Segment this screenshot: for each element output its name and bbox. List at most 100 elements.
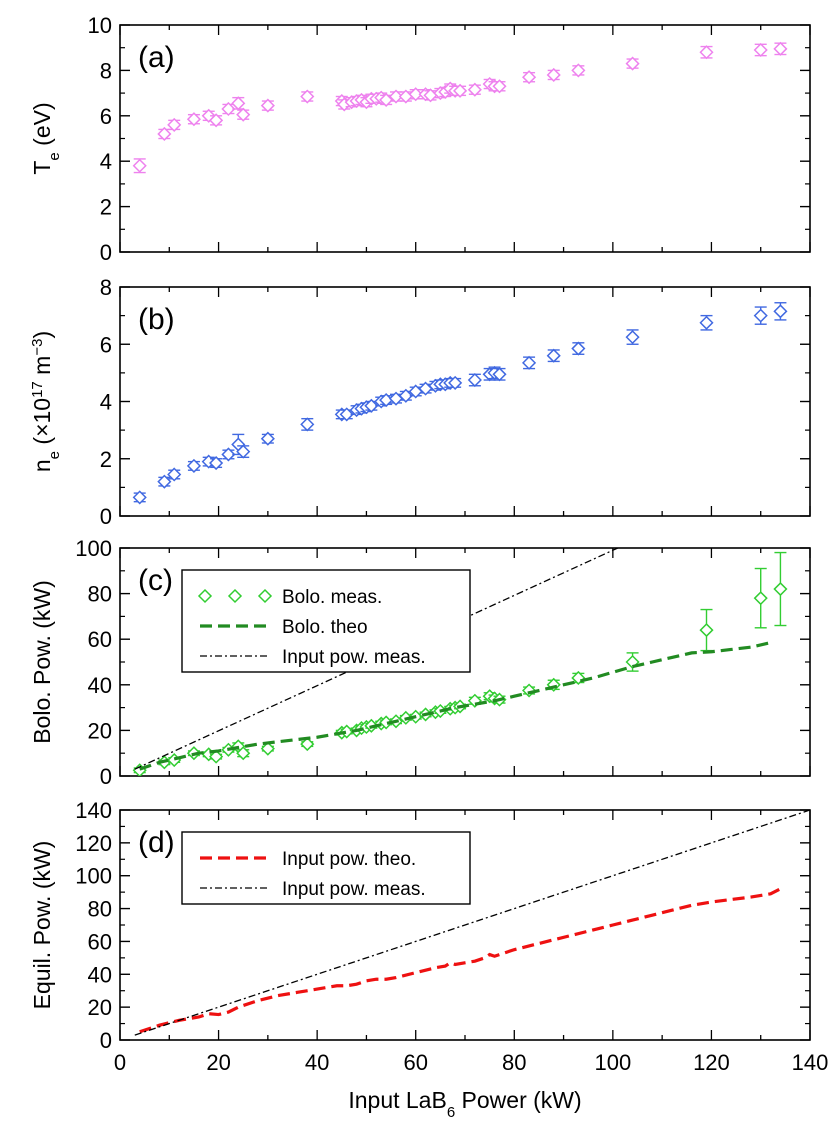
data-point: [260, 741, 275, 756]
diamond-marker: [388, 89, 404, 104]
data-point: [379, 92, 394, 107]
y-tick-label: 20: [88, 718, 112, 743]
plot-area: [134, 810, 810, 1036]
diamond-marker: [699, 315, 714, 330]
data-point: [231, 96, 246, 111]
panel-label: (c): [138, 564, 173, 597]
y-tick-label: 4: [100, 390, 112, 415]
plot-area: [132, 302, 788, 505]
data-point: [398, 89, 413, 104]
data-point: [260, 98, 275, 113]
x-tick-label: 120: [693, 1050, 730, 1075]
data-point: [753, 42, 768, 58]
plot-area: [132, 548, 788, 776]
panel-label: (d): [138, 826, 175, 859]
y-tick-label: 2: [100, 195, 112, 220]
y-tick-label: 0: [100, 504, 112, 529]
data-point: [753, 306, 768, 325]
diamond-marker: [467, 82, 482, 97]
legend-label: Bolo. meas.: [282, 587, 382, 608]
panel-b: 0 2 4 6 8 (b) ne (×1017 m−3): [29, 275, 811, 529]
legend-marker: [227, 588, 243, 604]
diamond-marker: [699, 45, 714, 60]
data-point: [186, 458, 201, 473]
data-point: [522, 355, 537, 370]
diamond-marker: [364, 398, 379, 413]
data-point: [522, 70, 537, 85]
diamond-marker: [753, 308, 768, 323]
panel-a: 0 2 4 6 8 10 (a) Te (eV): [29, 13, 811, 265]
data-point: [773, 551, 788, 627]
legend: Bolo. meas. Bolo. theo Input pow. meas.: [181, 569, 471, 673]
dashed-series-line: [139, 887, 782, 1034]
diamond-marker: [157, 474, 172, 489]
diamond-marker: [448, 375, 463, 390]
data-point: [260, 431, 275, 446]
diamond-marker: [209, 749, 224, 764]
x-tick-label: 80: [502, 1050, 526, 1075]
y-tick-label: 100: [75, 536, 112, 561]
legend-marker: [257, 588, 273, 604]
data-point: [571, 341, 586, 356]
y-tick-label: 40: [88, 673, 112, 698]
data-point: [699, 314, 714, 331]
y-tick-label: 40: [88, 962, 112, 987]
diamond-marker: [260, 431, 275, 446]
data-point: [571, 63, 586, 78]
diamond-marker: [625, 56, 640, 71]
diamond-marker: [209, 455, 224, 471]
data-point: [699, 608, 714, 652]
diamond-marker: [699, 623, 714, 638]
x-tick-label: 20: [206, 1050, 230, 1075]
data-point: [467, 82, 482, 97]
diamond-marker: [209, 113, 224, 128]
y-axis-label: ne (×1017 m−3): [29, 331, 63, 472]
legend-entry: Input pow. meas.: [200, 647, 426, 668]
y-tick-label: 60: [88, 929, 112, 954]
diamond-marker: [221, 447, 236, 462]
diamond-marker: [186, 112, 201, 127]
data-point: [773, 302, 788, 321]
y-tick-label: 6: [100, 332, 112, 357]
data-point: [492, 79, 507, 94]
x-tick-label: 40: [305, 1050, 329, 1075]
data-point: [231, 433, 246, 456]
diamond-marker: [167, 467, 182, 482]
y-tick-label: 80: [88, 582, 112, 607]
diamond-marker: [546, 67, 561, 83]
y-tick-label: 120: [75, 831, 112, 856]
data-point: [221, 447, 236, 462]
y-tick-label: 8: [100, 275, 112, 300]
data-point: [209, 455, 224, 471]
data-point: [300, 417, 315, 432]
data-point: [753, 567, 768, 629]
panel-label: (b): [138, 303, 175, 336]
diamond-marker: [300, 737, 315, 752]
diamond-marker: [339, 407, 354, 422]
y-tick-label: 8: [100, 58, 112, 83]
x-axis-label: Input LaB6 Power (kW): [348, 1087, 581, 1121]
data-point: [467, 372, 482, 388]
diamond-marker: [236, 444, 251, 459]
legend-entry: Input pow. theo.: [200, 849, 416, 870]
data-point: [157, 474, 172, 489]
data-point: [423, 88, 438, 103]
y-tick-label: 60: [88, 627, 112, 652]
data-point: [453, 83, 468, 98]
y-tick-label: 140: [75, 798, 112, 823]
diamond-marker: [467, 372, 482, 388]
legend-label: Bolo. theo: [282, 617, 368, 638]
data-point: [157, 126, 172, 142]
diamond-marker: [571, 341, 586, 356]
diamond-marker: [300, 417, 315, 432]
diamond-marker: [753, 42, 768, 58]
dashdot-series-line: [134, 810, 810, 1036]
diamond-marker: [773, 41, 788, 56]
diamond-marker: [522, 70, 537, 85]
data-point: [398, 388, 413, 403]
data-point: [132, 158, 147, 174]
data-point: [132, 490, 147, 505]
legend-label: Input pow. theo.: [282, 849, 416, 870]
y-tick-label: 10: [88, 13, 112, 38]
